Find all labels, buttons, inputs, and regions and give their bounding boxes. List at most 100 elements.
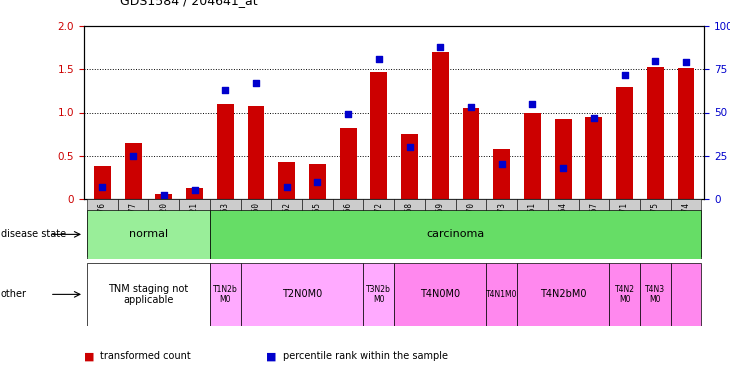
Bar xyxy=(247,106,264,199)
Bar xyxy=(339,128,356,199)
Text: T4N3
M0: T4N3 M0 xyxy=(645,285,665,304)
Point xyxy=(127,153,139,159)
Text: T4N1M0: T4N1M0 xyxy=(486,290,518,299)
Bar xyxy=(272,199,302,257)
Text: TNM staging not
applicable: TNM staging not applicable xyxy=(108,284,188,305)
Text: GSM80470: GSM80470 xyxy=(466,202,475,238)
Point xyxy=(434,44,446,50)
Bar xyxy=(364,199,394,257)
Bar xyxy=(640,199,671,257)
Text: carcinoma: carcinoma xyxy=(426,230,485,239)
Point xyxy=(619,72,631,78)
Bar xyxy=(671,262,702,326)
Text: T4N2bM0: T4N2bM0 xyxy=(540,290,586,299)
Text: normal: normal xyxy=(129,230,168,239)
Bar xyxy=(210,210,702,259)
Bar xyxy=(401,134,418,199)
Text: GSM80467: GSM80467 xyxy=(589,202,599,238)
Bar xyxy=(432,52,449,199)
Text: other: other xyxy=(1,290,27,299)
Point xyxy=(496,161,507,167)
Bar xyxy=(524,112,541,199)
Bar xyxy=(210,262,241,326)
Text: disease state: disease state xyxy=(1,230,66,239)
Bar xyxy=(241,199,272,257)
Point xyxy=(158,192,169,198)
Point xyxy=(281,184,293,190)
Bar xyxy=(677,68,694,199)
Bar xyxy=(394,262,486,326)
Point xyxy=(680,60,692,66)
Text: GSM80471: GSM80471 xyxy=(620,202,629,238)
Text: T4N2
M0: T4N2 M0 xyxy=(615,285,634,304)
Bar xyxy=(309,164,326,199)
Bar xyxy=(517,262,610,326)
Point xyxy=(650,58,661,64)
Text: GSM80520: GSM80520 xyxy=(159,202,169,238)
Text: GSM80468: GSM80468 xyxy=(405,202,414,238)
Point xyxy=(465,104,477,110)
Text: T2N0M0: T2N0M0 xyxy=(282,290,322,299)
Text: T4N0M0: T4N0M0 xyxy=(420,290,461,299)
Point xyxy=(373,56,385,62)
Text: T3N2b
M0: T3N2b M0 xyxy=(366,285,391,304)
Bar xyxy=(278,162,295,199)
Bar xyxy=(241,262,364,326)
Text: GSM80475: GSM80475 xyxy=(651,202,660,238)
Point xyxy=(250,80,262,86)
Bar xyxy=(125,143,142,199)
Bar xyxy=(555,118,572,199)
Point xyxy=(557,165,569,171)
Text: GSM80476: GSM80476 xyxy=(98,202,107,238)
Bar xyxy=(302,199,333,257)
Bar xyxy=(456,199,486,257)
Text: GSM80460: GSM80460 xyxy=(251,202,261,238)
Bar xyxy=(640,262,671,326)
Bar xyxy=(578,199,610,257)
Text: GSM80465: GSM80465 xyxy=(313,202,322,238)
Bar xyxy=(610,199,640,257)
Text: T1N2b
M0: T1N2b M0 xyxy=(213,285,238,304)
Bar xyxy=(616,87,633,199)
Text: ■: ■ xyxy=(84,351,94,361)
Text: GSM80474: GSM80474 xyxy=(682,202,691,238)
Bar xyxy=(210,199,241,257)
Bar xyxy=(87,199,118,257)
Bar xyxy=(87,262,210,326)
Bar xyxy=(548,199,578,257)
Point xyxy=(96,184,108,190)
Text: GDS1584 / 204641_at: GDS1584 / 204641_at xyxy=(120,0,258,8)
Bar xyxy=(585,117,602,199)
Point xyxy=(188,187,200,193)
Bar xyxy=(493,149,510,199)
Bar xyxy=(610,262,640,326)
Text: GSM80477: GSM80477 xyxy=(128,202,137,238)
Bar xyxy=(87,210,210,259)
Point xyxy=(404,144,415,150)
Text: GSM80462: GSM80462 xyxy=(283,202,291,238)
Text: transformed count: transformed count xyxy=(100,351,191,361)
Bar xyxy=(179,199,210,257)
Bar xyxy=(463,108,480,199)
Point xyxy=(220,87,231,93)
Bar xyxy=(155,194,172,199)
Text: GSM80466: GSM80466 xyxy=(344,202,353,238)
Point xyxy=(526,101,538,107)
Text: GSM80521: GSM80521 xyxy=(190,202,199,238)
Bar xyxy=(486,199,517,257)
Bar xyxy=(94,166,111,199)
Bar xyxy=(118,199,148,257)
Bar xyxy=(148,199,179,257)
Bar xyxy=(425,199,456,257)
Text: GSM80464: GSM80464 xyxy=(558,202,568,238)
Bar xyxy=(364,262,394,326)
Point xyxy=(588,115,600,121)
Bar xyxy=(333,199,364,257)
Bar xyxy=(517,199,548,257)
Bar xyxy=(647,67,664,199)
Text: GSM80473: GSM80473 xyxy=(497,202,506,238)
Point xyxy=(342,111,354,117)
Point xyxy=(312,178,323,184)
Text: GSM80469: GSM80469 xyxy=(436,202,445,238)
Text: GSM80463: GSM80463 xyxy=(220,202,230,238)
